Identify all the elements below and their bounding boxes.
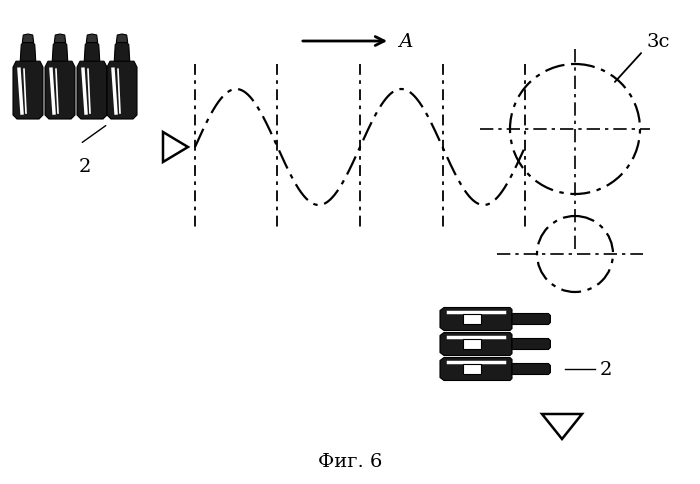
Polygon shape (440, 333, 512, 356)
Polygon shape (45, 62, 75, 120)
Polygon shape (512, 314, 550, 325)
Text: 2: 2 (600, 360, 612, 378)
Polygon shape (163, 133, 188, 163)
Polygon shape (440, 358, 512, 381)
Text: Фиг. 6: Фиг. 6 (318, 452, 382, 470)
Bar (463, 314, 482, 324)
Polygon shape (84, 44, 100, 62)
Bar (463, 339, 482, 349)
Polygon shape (512, 339, 550, 350)
Polygon shape (116, 35, 127, 44)
Polygon shape (512, 364, 550, 375)
Text: 2: 2 (79, 158, 91, 176)
Polygon shape (440, 308, 512, 331)
Polygon shape (86, 35, 98, 44)
Polygon shape (77, 62, 107, 120)
Polygon shape (542, 414, 582, 439)
Polygon shape (52, 44, 68, 62)
Polygon shape (20, 44, 36, 62)
Polygon shape (107, 62, 137, 120)
Bar (463, 364, 482, 375)
Polygon shape (55, 35, 66, 44)
Text: 3с: 3с (647, 33, 671, 51)
Text: А: А (398, 33, 413, 51)
Polygon shape (13, 62, 43, 120)
Polygon shape (22, 35, 34, 44)
Polygon shape (114, 44, 130, 62)
